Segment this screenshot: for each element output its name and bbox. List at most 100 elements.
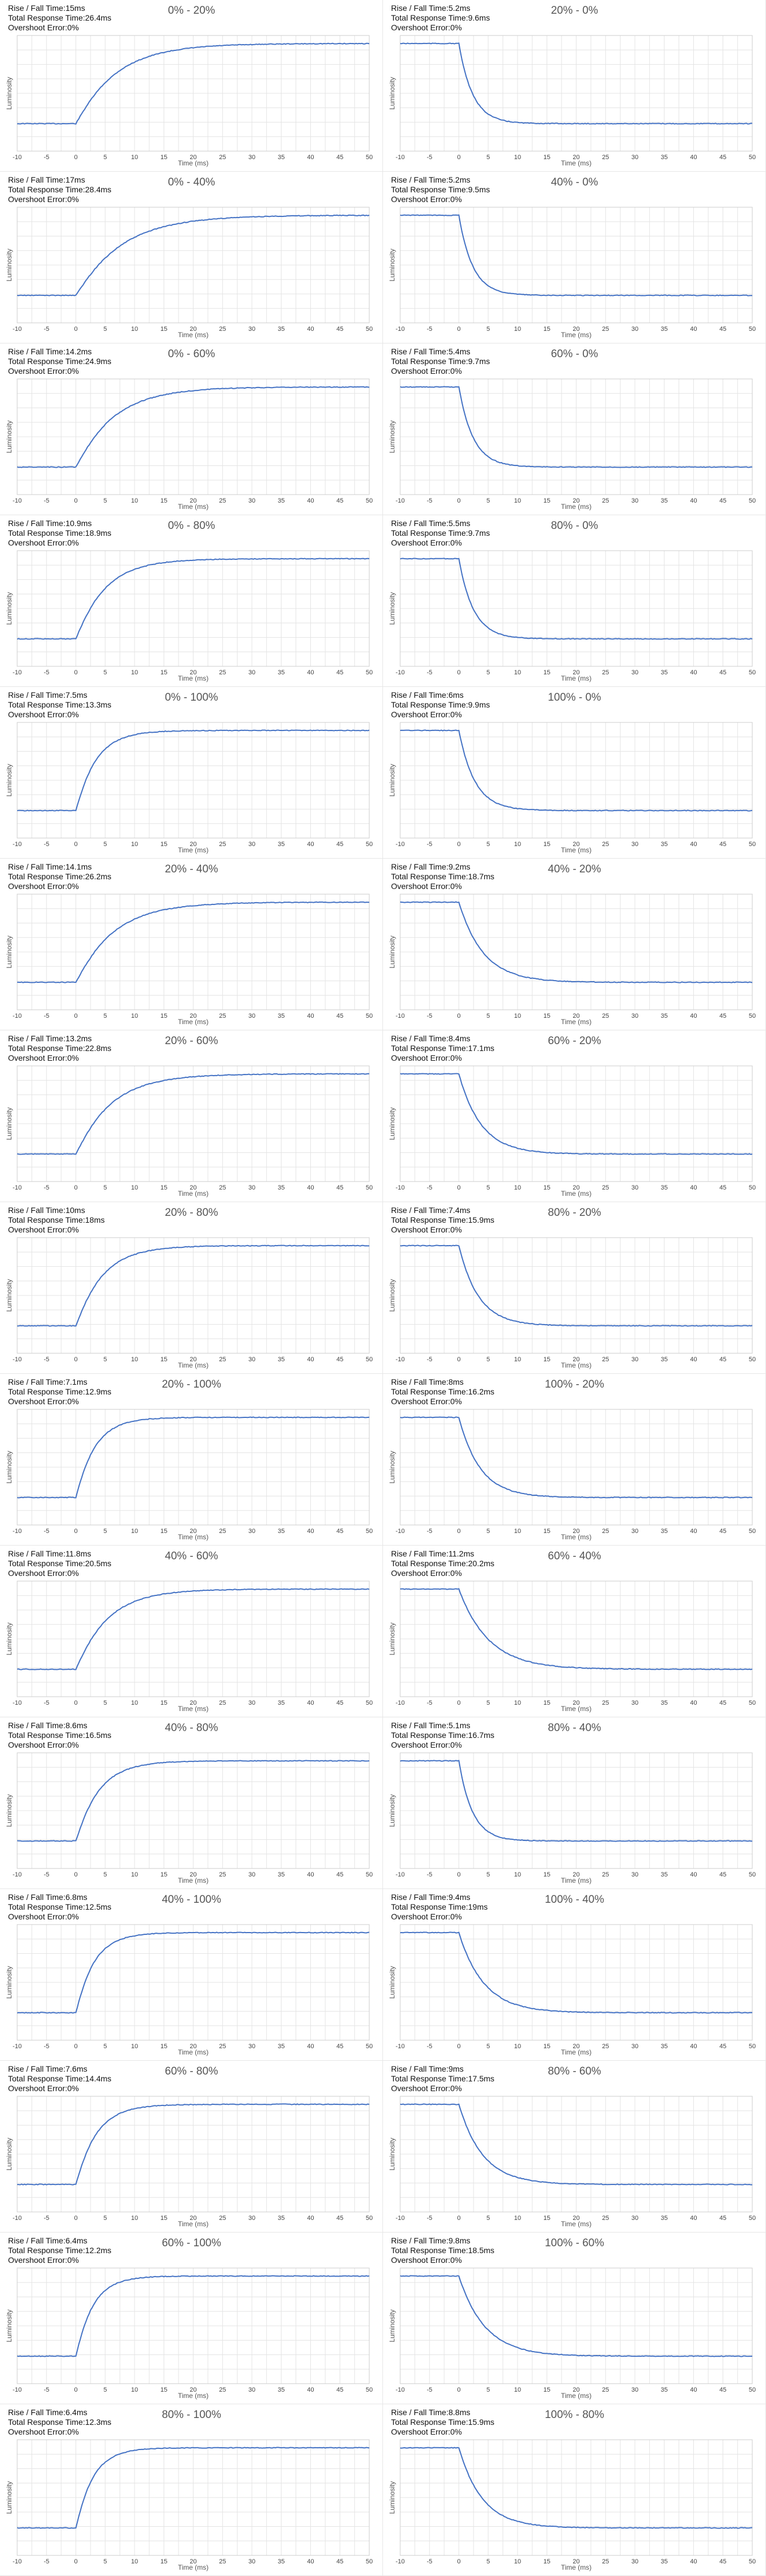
x-tick-label: 15 — [160, 154, 167, 161]
x-tick-label: 40 — [690, 154, 697, 161]
x-tick-label: 5 — [104, 497, 107, 504]
y-axis-label: Luminosity — [388, 248, 396, 281]
x-tick-label: 35 — [278, 2043, 285, 2050]
rise-fall-time: Rise / Fall Time:11.8ms — [8, 1549, 112, 1559]
x-axis-label: Time (ms) — [561, 2220, 592, 2228]
x-tick-label: 15 — [160, 669, 167, 676]
x-tick-label: 30 — [631, 1013, 638, 1020]
x-tick-label: 40 — [307, 2043, 314, 2050]
rise-fall-time-label: Rise / Fall Time: — [391, 175, 449, 184]
x-tick-label: 35 — [278, 2558, 285, 2565]
line-chart: -10 -5 0 5 10 15 20 25 30 35 40 45 50 Time (ms) Lumino… — [5, 378, 373, 511]
total-response-time: Total Response Time:16.2ms — [391, 1387, 495, 1397]
response-info: Rise / Fall Time:10.9ms Total Response Ti… — [8, 519, 112, 548]
chart-title: 100% - 40% — [544, 1894, 605, 1906]
y-axis-label: Luminosity — [5, 1966, 13, 1998]
overshoot-error-label: Overshoot Error: — [8, 2427, 68, 2436]
x-tick-label: 40 — [690, 1356, 697, 1363]
total-response-time-value: 9.9ms — [468, 700, 490, 709]
x-axis-label: Time (ms) — [561, 2392, 592, 2400]
x-tick-label: 20 — [189, 2387, 196, 2393]
rise-fall-time: Rise / Fall Time:6.4ms — [8, 2236, 112, 2246]
overshoot-error-value: 0% — [450, 23, 462, 32]
x-tick-label: 30 — [631, 2558, 638, 2565]
overshoot-error: Overshoot Error:0% — [391, 1053, 495, 1063]
rise-fall-time-value: 7.5ms — [65, 690, 88, 700]
x-tick-label: 30 — [631, 1184, 638, 1191]
x-tick-label: 25 — [602, 2558, 609, 2565]
x-tick-label: -5 — [44, 326, 49, 333]
overshoot-error: Overshoot Error:0% — [8, 1053, 112, 1063]
plot-frame — [400, 378, 753, 495]
x-tick-label: 30 — [631, 326, 638, 333]
chart-panel: -10 -5 0 5 10 15 20 25 30 35 40 45 50 Time (ms) Lumino… — [0, 2061, 383, 2233]
x-tick-label: 40 — [307, 2215, 314, 2222]
x-tick-label: 30 — [631, 669, 638, 676]
x-tick-label: 0 — [74, 1013, 77, 1020]
total-response-time-value: 15.9ms — [468, 1215, 495, 1224]
response-info: Rise / Fall Time:9.4ms Total Response Tim… — [391, 1893, 488, 1922]
x-tick-label: 35 — [278, 1871, 285, 1878]
x-tick-label: 35 — [661, 1871, 668, 1878]
x-tick-label: 45 — [720, 154, 726, 161]
x-tick-label: 5 — [104, 1013, 107, 1020]
x-tick-label: 0 — [457, 669, 460, 676]
x-tick-label: 15 — [160, 497, 167, 504]
x-tick-label: 10 — [131, 326, 138, 333]
x-tick-label: -5 — [427, 1184, 432, 1191]
x-tick-label: -5 — [427, 326, 432, 333]
total-response-time: Total Response Time:18.7ms — [391, 872, 495, 882]
total-response-time: Total Response Time:12.2ms — [8, 2246, 112, 2255]
x-tick-label: 45 — [720, 326, 726, 333]
total-response-time: Total Response Time:18.5ms — [391, 2246, 495, 2255]
total-response-time-label: Total Response Time: — [8, 185, 85, 194]
chart-title: 20% - 100% — [161, 1378, 222, 1390]
luminosity-line — [17, 1073, 370, 1155]
rise-fall-time-value: 17ms — [65, 175, 85, 184]
plot-frame — [17, 1065, 370, 1182]
line-chart: -10 -5 0 5 10 15 20 25 30 35 40 45 50 Time (ms) Lumino… — [388, 2267, 756, 2400]
x-tick-label: 5 — [487, 1700, 490, 1706]
x-tick-label: -10 — [396, 497, 405, 504]
x-tick-label: 50 — [366, 2043, 373, 2050]
x-tick-label: 40 — [690, 2215, 697, 2222]
response-info: Rise / Fall Time:10ms Total Response Time… — [8, 1206, 105, 1235]
overshoot-error: Overshoot Error:0% — [391, 1568, 495, 1578]
rise-fall-time-value: 5.5ms — [448, 519, 471, 528]
x-tick-label: 45 — [337, 2558, 343, 2565]
x-tick-label: -5 — [44, 1184, 49, 1191]
response-info: Rise / Fall Time:5.2ms Total Response Tim… — [391, 3, 490, 33]
x-tick-label: 25 — [602, 326, 609, 333]
x-tick-label: 20 — [189, 1356, 196, 1363]
rise-fall-time: Rise / Fall Time:5.2ms — [391, 175, 490, 185]
response-info: Rise / Fall Time:17ms Total Response Time… — [8, 175, 112, 204]
x-axis-label: Time (ms) — [178, 2563, 209, 2571]
overshoot-error-label: Overshoot Error: — [391, 1568, 451, 1578]
chart-panel: -10 -5 0 5 10 15 20 25 30 35 40 45 50 Time (ms) Lumino… — [0, 1717, 383, 1889]
x-tick-label: 20 — [189, 1700, 196, 1706]
total-response-time: Total Response Time:26.2ms — [8, 872, 112, 882]
x-tick-label: 30 — [631, 1700, 638, 1706]
x-tick-label: 45 — [720, 1528, 726, 1535]
rise-fall-time-value: 9ms — [448, 2064, 464, 2073]
overshoot-error-label: Overshoot Error: — [391, 538, 451, 547]
total-response-time-value: 16.7ms — [468, 1730, 495, 1740]
rise-fall-time-label: Rise / Fall Time: — [8, 1206, 66, 1215]
rise-fall-time-value: 6ms — [448, 690, 464, 700]
overshoot-error: Overshoot Error:0% — [8, 2255, 112, 2265]
x-tick-label: 15 — [543, 154, 550, 161]
x-tick-label: -5 — [427, 1700, 432, 1706]
line-chart: -10 -5 0 5 10 15 20 25 30 35 40 45 50 Time (ms) Lumino… — [5, 1065, 373, 1198]
x-tick-label: 10 — [514, 841, 521, 848]
x-axis-label: Time (ms) — [561, 1361, 592, 1369]
line-chart: -10 -5 0 5 10 15 20 25 30 35 40 45 50 Time (ms) Lumino… — [5, 1924, 373, 2056]
x-tick-label: -5 — [44, 669, 49, 676]
line-chart: -10 -5 0 5 10 15 20 25 30 35 40 45 50 Time (ms) Lumino… — [388, 722, 756, 854]
x-tick-label: 50 — [366, 154, 373, 161]
rise-fall-time-value: 5.2ms — [448, 175, 471, 184]
rise-fall-time-label: Rise / Fall Time: — [8, 2408, 66, 2417]
plot-frame — [400, 1752, 753, 1869]
x-tick-label: -5 — [427, 1013, 432, 1020]
x-tick-label: 30 — [631, 1528, 638, 1535]
x-tick-label: 45 — [337, 841, 343, 848]
